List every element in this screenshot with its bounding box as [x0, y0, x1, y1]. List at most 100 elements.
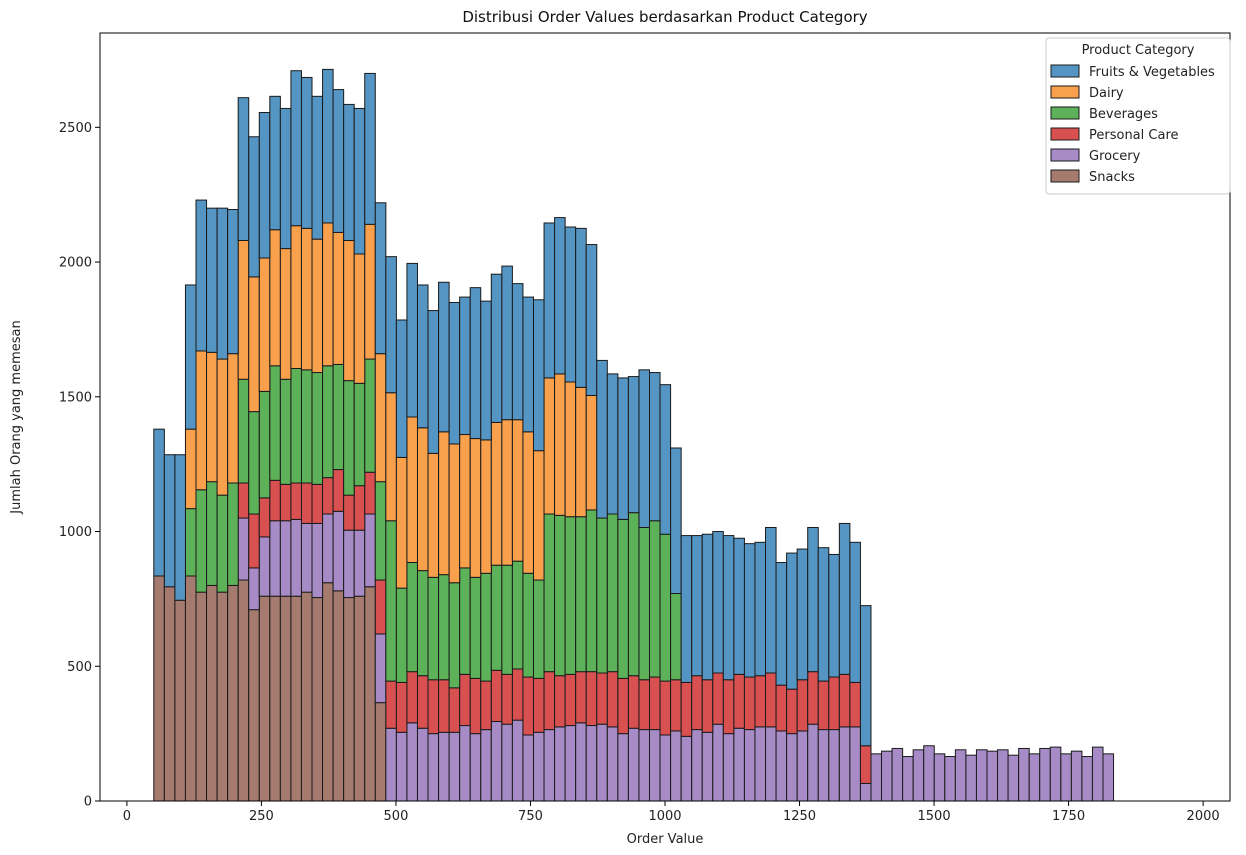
bar-dairy-bin-17	[332, 231, 345, 365]
bar-grocery-bin-30	[469, 733, 482, 802]
bar-grocery-bin-48	[659, 734, 672, 802]
bar-personal-care-bin-46	[638, 679, 651, 731]
bar-personal-care-bin-38	[554, 675, 566, 728]
bar-grocery-bin-44	[617, 733, 629, 802]
bar-personal-care-bin-48	[659, 680, 672, 736]
bar-snacks-bin-3	[184, 575, 197, 802]
bar-fruits-vegetables-bin-12	[279, 107, 292, 250]
legend-box	[1045, 37, 1231, 195]
bar-dairy-bin-20	[364, 223, 376, 360]
bar-snacks-bin-16	[322, 582, 334, 802]
bar-grocery-bin-42	[596, 723, 608, 802]
bar-grocery-bin-56	[743, 729, 756, 802]
bar-beverages-bin-22	[385, 520, 397, 682]
bar-fruits-vegetables-bin-5	[206, 207, 218, 353]
bar-dairy-bin-9	[248, 276, 260, 413]
bar-grocery-bin-53	[712, 723, 724, 802]
bar-beverages-bin-49	[670, 593, 682, 681]
bar-grocery-bin-29	[459, 725, 471, 802]
bar-grocery-bin-84	[1039, 747, 1051, 802]
bar-grocery-bin-16	[322, 513, 334, 584]
bar-beverages-bin-41	[585, 509, 598, 673]
bar-snacks-bin-10	[258, 595, 271, 802]
bar-fruits-vegetables-bin-51	[691, 535, 703, 677]
bar-personal-care-bin-27	[438, 679, 450, 733]
bar-grocery-bin-13	[290, 518, 302, 597]
bar-personal-care-bin-45	[627, 675, 640, 729]
bar-personal-care-bin-12	[279, 483, 292, 522]
bar-grocery-bin-36	[532, 731, 545, 802]
bar-dairy-bin-38	[554, 373, 566, 516]
bar-dairy-bin-4	[195, 350, 208, 491]
bar-fruits-vegetables-bin-61	[796, 548, 809, 681]
bar-beverages-bin-23	[395, 587, 408, 683]
bar-fruits-vegetables-bin-35	[522, 296, 534, 433]
x-tick-label: 1250	[783, 809, 816, 824]
bar-beverages-bin-25	[416, 570, 429, 677]
bar-fruits-vegetables-bin-14	[300, 76, 313, 229]
bar-fruits-vegetables-bin-52	[701, 533, 714, 681]
bar-snacks-bin-5	[206, 584, 218, 802]
bar-grocery-bin-32	[490, 721, 503, 802]
bar-fruits-vegetables-bin-41	[585, 244, 598, 396]
bar-fruits-vegetables-bin-13	[290, 70, 302, 227]
bar-dairy-bin-3	[184, 428, 197, 510]
bar-grocery-bin-67	[859, 782, 872, 802]
y-tick-label: 0	[84, 795, 92, 810]
bar-grocery-bin-39	[564, 725, 577, 802]
bar-personal-care-bin-20	[364, 471, 376, 515]
bar-beverages-bin-26	[427, 576, 440, 681]
bar-grocery-bin-33	[501, 723, 513, 802]
bar-personal-care-bin-22	[385, 680, 397, 729]
bar-beverages-bin-29	[459, 567, 471, 675]
bar-grocery-bin-83	[1028, 753, 1041, 802]
legend-swatch	[1050, 169, 1080, 183]
bar-grocery-bin-45	[627, 727, 640, 802]
bar-beverages-bin-32	[490, 564, 503, 671]
bar-fruits-vegetables-bin-23	[395, 319, 408, 458]
bar-dairy-bin-41	[585, 394, 598, 511]
y-axis: 0 500 1000 1500 2000 2500	[59, 121, 100, 810]
bar-dairy-bin-13	[290, 225, 302, 369]
bar-grocery-bin-87	[1070, 750, 1083, 802]
bar-beverages-bin-38	[554, 514, 566, 677]
bar-fruits-vegetables-bin-33	[501, 265, 513, 421]
bar-dairy-bin-21	[374, 353, 387, 483]
bar-snacks-bin-21	[374, 702, 387, 802]
bar-grocery-bin-49	[670, 730, 682, 802]
bar-personal-care-bin-56	[743, 676, 756, 731]
bar-fruits-vegetables-bin-6	[216, 207, 229, 360]
bar-fruits-vegetables-bin-26	[427, 310, 440, 454]
bar-fruits-vegetables-bin-16	[322, 68, 334, 224]
bar-beverages-bin-35	[522, 572, 534, 678]
bar-grocery-bin-59	[775, 730, 788, 802]
bar-grocery-bin-81	[1007, 754, 1020, 802]
bar-grocery-bin-60	[786, 733, 798, 802]
bar-personal-care-bin-35	[522, 676, 534, 736]
bar-beverages-bin-45	[627, 512, 640, 677]
bar-fruits-vegetables-bin-44	[617, 377, 629, 520]
bar-fruits-vegetables-bin-7	[227, 209, 239, 355]
bar-personal-care-bin-28	[448, 687, 461, 733]
bar-beverages-bin-21	[374, 481, 387, 581]
bar-dairy-bin-33	[501, 419, 513, 566]
bar-grocery-bin-70	[891, 747, 904, 802]
bar-snacks-bin-0	[153, 575, 165, 802]
bar-snacks-bin-14	[300, 591, 313, 802]
bar-grocery-bin-52	[701, 731, 714, 802]
bar-grocery-bin-22	[385, 727, 397, 802]
bar-fruits-vegetables-bin-31	[480, 300, 492, 441]
bar-grocery-bin-76	[954, 749, 967, 802]
bar-personal-care-bin-55	[733, 673, 745, 729]
bar-fruits-vegetables-bin-38	[554, 217, 566, 375]
bar-fruits-vegetables-bin-47	[649, 372, 661, 522]
bar-dairy-bin-28	[448, 443, 461, 584]
bar-dairy-bin-31	[480, 439, 492, 574]
bar-dairy-bin-29	[459, 434, 471, 569]
bar-snacks-bin-18	[343, 597, 355, 802]
bar-grocery-bin-23	[395, 731, 408, 802]
bar-dairy-bin-35	[522, 431, 534, 574]
bar-beverages-bin-36	[532, 579, 545, 679]
bar-grocery-bin-46	[638, 729, 651, 802]
bar-grocery-bin-89	[1091, 746, 1104, 802]
